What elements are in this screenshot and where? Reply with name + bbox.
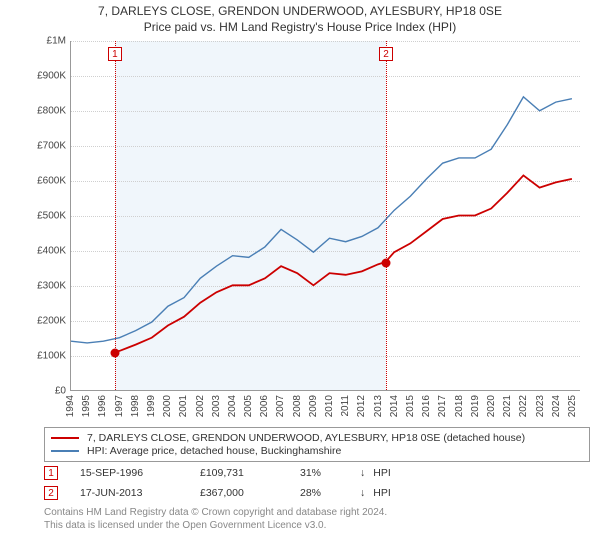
legend-row: HPI: Average price, detached house, Buck… <box>51 445 583 457</box>
line-series-svg <box>71 41 580 390</box>
event-flag-1: 1 <box>108 47 122 61</box>
event-row-rel: HPI <box>373 467 391 479</box>
plot-area: 12 <box>70 41 580 391</box>
events-table: 1 15-SEP-1996£109,73131%↓ HPI 2 17-JUN-2013£… <box>44 466 590 500</box>
x-axis-label: 1996 <box>97 395 108 417</box>
y-axis-label: £900K <box>26 71 66 82</box>
x-axis-label: 2000 <box>162 395 173 417</box>
x-axis-label: 1999 <box>146 395 157 417</box>
y-axis-label: £600K <box>26 176 66 187</box>
x-axis-label: 2004 <box>227 395 238 417</box>
x-axis-label: 2024 <box>551 395 562 417</box>
x-axis-label: 2011 <box>340 395 351 417</box>
x-axis-label: 1998 <box>130 395 141 417</box>
x-axis-label: 2016 <box>421 395 432 417</box>
x-axis-label: 2021 <box>502 395 513 417</box>
title-line-1: 7, DARLEYS CLOSE, GRENDON UNDERWOOD, AYL… <box>0 4 600 20</box>
footer-line-2: This data is licensed under the Open Gov… <box>44 519 590 532</box>
event-marker-1 <box>110 348 119 357</box>
event-flag-2: 2 <box>379 47 393 61</box>
y-axis-label: £1M <box>26 36 66 47</box>
y-axis-label: £300K <box>26 281 66 292</box>
x-axis-label: 2005 <box>243 395 254 417</box>
legend-swatch <box>51 450 79 452</box>
x-axis-label: 2018 <box>454 395 465 417</box>
series-hpi <box>71 97 572 343</box>
footer-attribution: Contains HM Land Registry data © Crown c… <box>44 506 590 532</box>
x-axis-label: 2008 <box>292 395 303 417</box>
y-axis-label: £0 <box>26 386 66 397</box>
x-axis-label: 1995 <box>81 395 92 417</box>
chart-area: 12 £0£100K£200K£300K£400K£500K£600K£700K… <box>36 41 596 421</box>
x-axis-label: 2007 <box>275 395 286 417</box>
x-axis-label: 2023 <box>535 395 546 417</box>
event-row-arrow: ↓ <box>360 467 365 479</box>
event-row-pct: 28% <box>300 487 360 499</box>
event-row-flag: 1 <box>44 466 58 480</box>
x-axis-label: 2012 <box>356 395 367 417</box>
event-marker-2 <box>382 258 391 267</box>
y-axis-label: £200K <box>26 316 66 327</box>
x-axis-label: 2017 <box>437 395 448 417</box>
event-row-arrow: ↓ <box>360 487 365 499</box>
y-axis-label: £100K <box>26 351 66 362</box>
x-axis-label: 2014 <box>389 395 400 417</box>
x-axis-label: 2001 <box>178 395 189 417</box>
x-axis-label: 1997 <box>114 395 125 417</box>
x-axis-label: 2015 <box>405 395 416 417</box>
title-line-2: Price paid vs. HM Land Registry's House … <box>0 20 600 36</box>
x-axis-label: 2019 <box>470 395 481 417</box>
legend-swatch <box>51 437 79 439</box>
legend-label: HPI: Average price, detached house, Buck… <box>87 445 341 457</box>
x-axis-label: 2013 <box>373 395 384 417</box>
y-axis-label: £800K <box>26 106 66 117</box>
x-axis-label: 2002 <box>195 395 206 417</box>
event-row-2: 2 17-JUN-2013£367,00028%↓ HPI <box>44 486 590 500</box>
legend-row: 7, DARLEYS CLOSE, GRENDON UNDERWOOD, AYL… <box>51 432 583 444</box>
series-price_paid <box>115 176 572 352</box>
x-axis-label: 2022 <box>518 395 529 417</box>
x-axis-label: 2020 <box>486 395 497 417</box>
footer-line-1: Contains HM Land Registry data © Crown c… <box>44 506 590 519</box>
event-row-date: 15-SEP-1996 <box>80 467 200 479</box>
x-axis-label: 2003 <box>211 395 222 417</box>
event-row-price: £367,000 <box>200 487 300 499</box>
x-axis-label: 2006 <box>259 395 270 417</box>
x-axis-label: 2010 <box>324 395 335 417</box>
event-row-1: 1 15-SEP-1996£109,73131%↓ HPI <box>44 466 590 480</box>
event-row-date: 17-JUN-2013 <box>80 487 200 499</box>
event-row-rel: HPI <box>373 487 391 499</box>
x-axis-label: 2025 <box>567 395 578 417</box>
legend: 7, DARLEYS CLOSE, GRENDON UNDERWOOD, AYL… <box>44 427 590 462</box>
event-row-price: £109,731 <box>200 467 300 479</box>
y-axis-label: £500K <box>26 211 66 222</box>
x-axis-label: 2009 <box>308 395 319 417</box>
event-row-pct: 31% <box>300 467 360 479</box>
chart-titles: 7, DARLEYS CLOSE, GRENDON UNDERWOOD, AYL… <box>0 0 600 35</box>
y-axis-label: £400K <box>26 246 66 257</box>
x-axis-label: 1994 <box>65 395 76 417</box>
event-row-flag: 2 <box>44 486 58 500</box>
legend-label: 7, DARLEYS CLOSE, GRENDON UNDERWOOD, AYL… <box>87 432 525 444</box>
y-axis-label: £700K <box>26 141 66 152</box>
